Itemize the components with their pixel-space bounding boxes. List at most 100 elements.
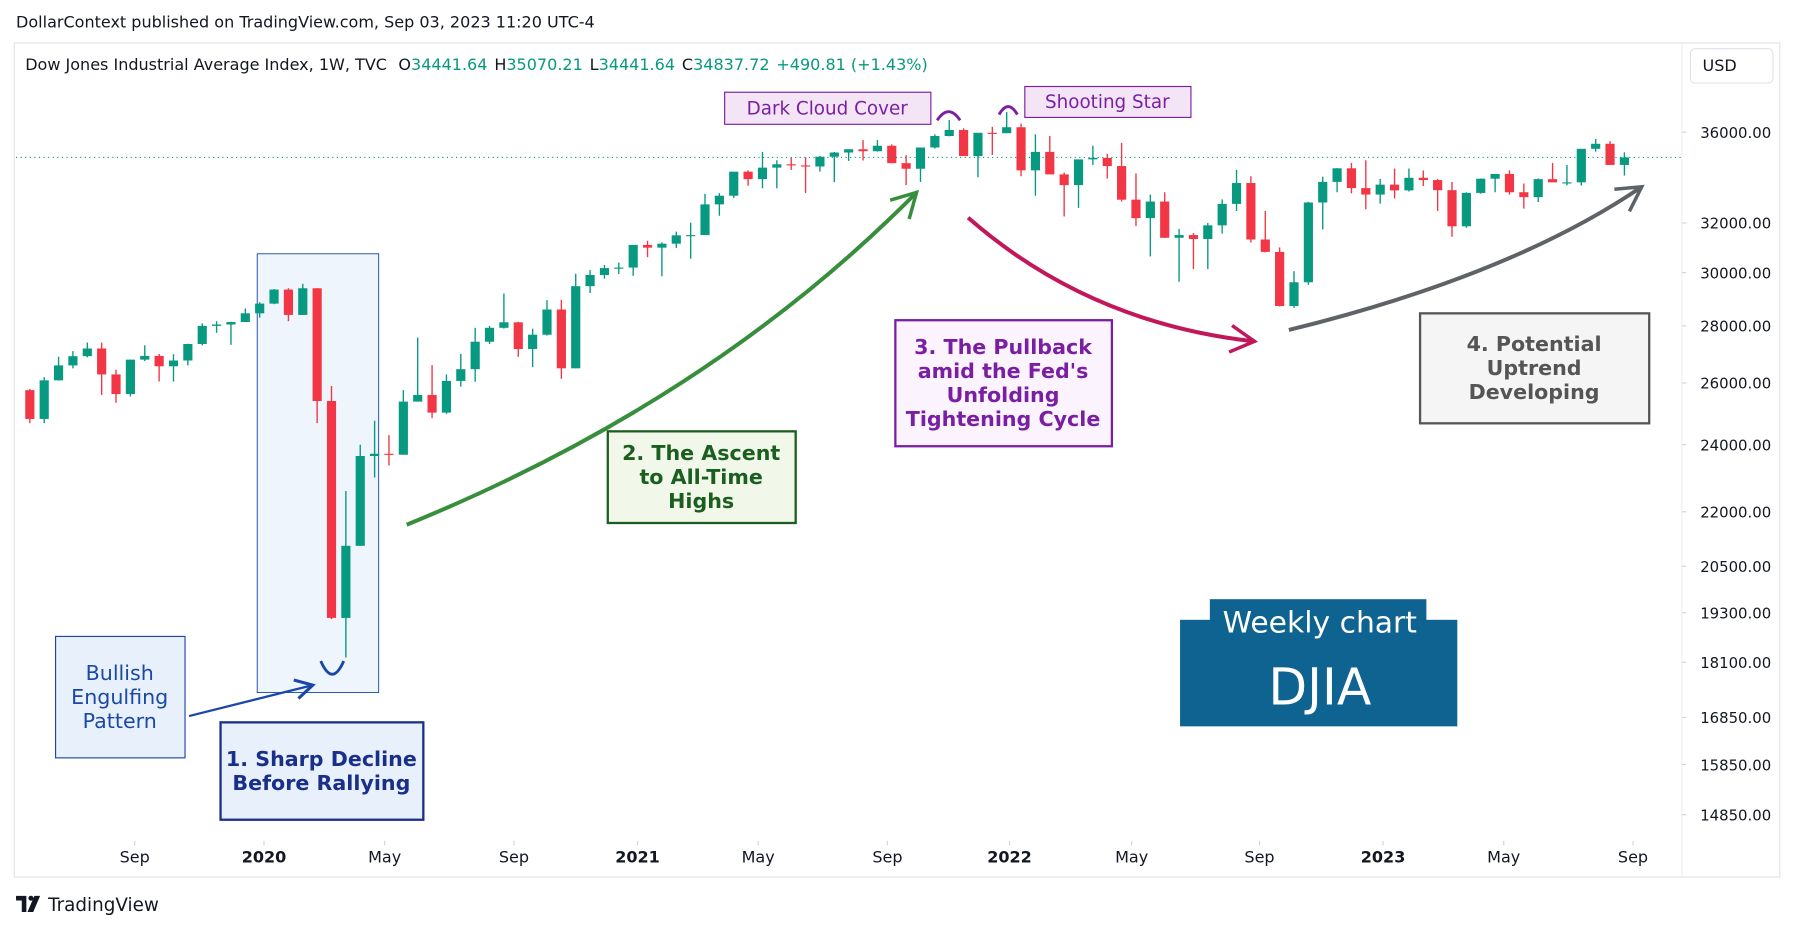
candle-body <box>82 348 92 357</box>
x-tick-label: Sep <box>120 848 150 867</box>
candle-body <box>1433 180 1443 191</box>
candle-body <box>829 152 839 157</box>
x-tick-label: May <box>1115 848 1148 867</box>
candle-body <box>1131 199 1141 219</box>
candle-body <box>973 132 983 157</box>
candle-body <box>456 369 466 381</box>
candle-body <box>1318 181 1328 203</box>
annotation-text: to All-Time <box>639 465 762 489</box>
badge-title: DJIA <box>1268 658 1372 717</box>
annotation-text: Unfolding <box>947 383 1060 407</box>
candle-body <box>1303 202 1313 283</box>
candle-body <box>743 171 753 180</box>
annotation-text: amid the Fed's <box>918 359 1089 383</box>
candle-body <box>298 288 308 315</box>
candle-body <box>686 235 696 237</box>
candle-body <box>183 343 193 361</box>
candle-body <box>1389 184 1400 191</box>
candle-body <box>513 322 523 350</box>
candle-body <box>556 309 566 369</box>
candle-body <box>240 313 250 323</box>
candle-body <box>1059 174 1069 186</box>
y-tick-label: 15850.00 <box>1700 756 1771 774</box>
candle-body <box>25 390 35 419</box>
candle-body <box>772 164 782 168</box>
candle-body <box>168 360 179 367</box>
currency-button[interactable] <box>1689 48 1774 84</box>
annotation-text: 2. The Ascent <box>622 441 780 465</box>
x-tick-label: May <box>742 848 775 867</box>
candle-body <box>614 267 624 269</box>
y-tick-label: 36000.00 <box>1700 124 1771 142</box>
candle-body <box>1447 190 1457 227</box>
pattern-arc <box>935 110 962 122</box>
badge-subtitle: Weekly chart <box>1223 605 1417 640</box>
annotations: Dark Cloud Cover Shooting Star BullishEngu… <box>54 85 1651 821</box>
candle-body <box>1375 184 1385 195</box>
annotation-text: Tightening Cycle <box>906 407 1101 431</box>
y-tick-label: 30000.00 <box>1700 264 1771 282</box>
candle-body <box>1289 282 1299 307</box>
candles <box>16 112 1682 658</box>
annotation-text: Bullish <box>86 661 154 685</box>
annotation-text: Shooting Star <box>1045 92 1170 113</box>
pattern-arc <box>319 660 346 676</box>
annotation-text: Pattern <box>83 709 157 733</box>
ohlc-label: C <box>682 55 693 74</box>
candle-body <box>1533 179 1543 198</box>
arrow <box>966 216 1259 354</box>
candle-body <box>1246 183 1256 240</box>
candle-body <box>959 129 969 157</box>
candle-body <box>499 322 509 328</box>
annotation-text: Developing <box>1469 380 1600 404</box>
x-tick-label: Sep <box>1244 848 1274 867</box>
badge-notch <box>1209 599 1427 621</box>
ohlc-value: 35070.21 <box>506 55 582 74</box>
candle-body <box>901 163 911 169</box>
annotation-box <box>724 91 932 125</box>
pattern-arc <box>997 105 1019 116</box>
candle-body <box>714 195 724 205</box>
candle-body <box>413 394 423 402</box>
annotation-text: 1. Sharp Decline <box>226 747 417 771</box>
x-tick-label: May <box>368 848 401 867</box>
x-tick-label: Sep <box>872 848 902 867</box>
annotation-text: Before Rallying <box>232 771 410 795</box>
candle-body <box>786 164 796 166</box>
candle-body <box>255 303 265 314</box>
candle-body <box>1547 179 1558 183</box>
candle-body <box>1188 235 1199 239</box>
y-tick-label: 26000.00 <box>1700 375 1771 393</box>
annotation-box <box>1024 85 1192 119</box>
candle-body <box>872 145 882 152</box>
annotation-box <box>606 430 797 525</box>
candle-body <box>1576 148 1586 183</box>
x-tick-label: Sep <box>1618 848 1648 867</box>
ohlc-label: O <box>398 55 411 74</box>
candle-body <box>283 289 293 315</box>
arrow <box>405 189 920 527</box>
badge <box>1180 619 1458 727</box>
candle-body <box>987 132 997 134</box>
candle-body <box>915 147 926 169</box>
ohlc-value: 34441.64 <box>599 55 675 74</box>
candle-body <box>844 149 854 153</box>
candle-body <box>1002 127 1012 134</box>
candle-body <box>1461 192 1471 227</box>
candle-body <box>1073 159 1084 186</box>
candle-body <box>269 289 279 304</box>
candle-body <box>944 129 954 137</box>
y-tick-label: 28000.00 <box>1700 318 1771 336</box>
annotation-text: Dark Cloud Cover <box>747 98 909 119</box>
candle-body <box>1145 201 1155 219</box>
annotation-box <box>219 721 425 821</box>
candle-body <box>1117 166 1127 200</box>
candle-body <box>1332 168 1342 182</box>
candle-body <box>197 325 207 344</box>
chart-frame <box>13 42 1781 878</box>
ohlc-label: H <box>494 55 506 74</box>
candle-body <box>470 341 480 370</box>
candle-body <box>887 145 897 164</box>
